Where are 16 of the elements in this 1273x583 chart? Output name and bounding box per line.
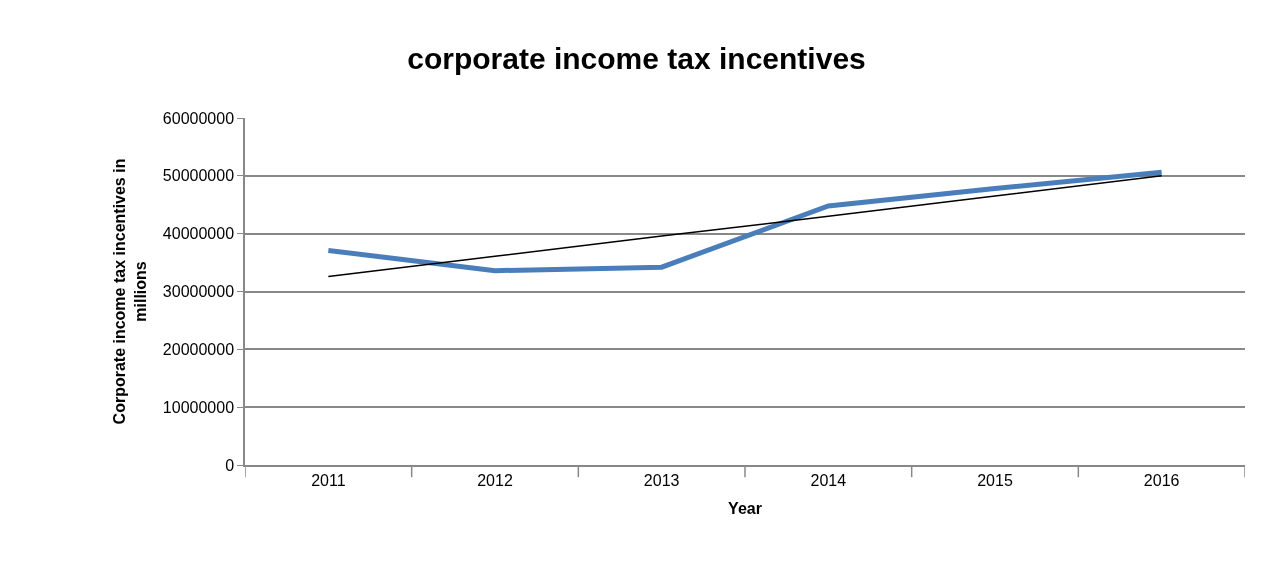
chart-title: corporate income tax incentives <box>407 41 866 75</box>
y-tick-label: 60000000 <box>162 109 235 127</box>
y-tick-label: 0 <box>225 456 235 474</box>
y-tick-label: 30000000 <box>162 283 235 301</box>
y-tick-label: 20000000 <box>162 340 235 358</box>
x-tick-label: 2012 <box>477 471 513 489</box>
y-axis-title: Corporate income tax incentives in millions <box>111 158 150 425</box>
x-tick-label: 2014 <box>810 471 847 489</box>
y-tick-label: 50000000 <box>162 167 235 185</box>
x-tick-label: 2013 <box>643 471 680 489</box>
x-tick-label: 2015 <box>977 471 1013 489</box>
x-axis-title: Year <box>728 500 762 518</box>
y-tick-label: 40000000 <box>162 225 235 243</box>
y-tick-label: 10000000 <box>162 398 235 416</box>
x-tick-label: 2011 <box>311 471 346 489</box>
x-tick-label: 2016 <box>1143 471 1180 489</box>
